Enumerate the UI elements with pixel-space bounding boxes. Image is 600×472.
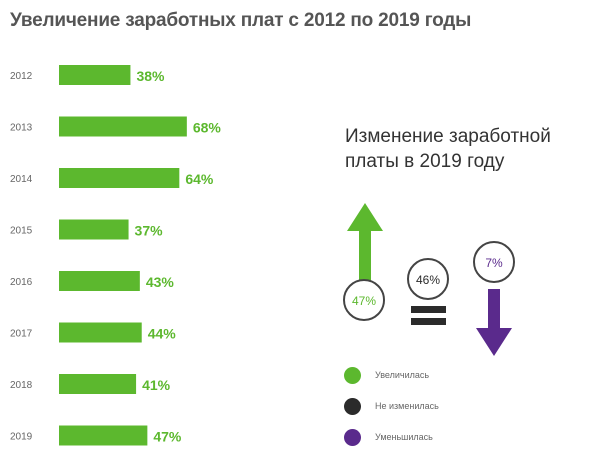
bar-2018	[59, 374, 137, 394]
bar-2019	[59, 425, 148, 446]
legend-label-unchanged: Не изменилась	[375, 401, 439, 411]
decrease-value: 7%	[485, 256, 503, 270]
value-label: 43%	[146, 274, 175, 290]
legend-label-increase: Увеличилась	[375, 370, 430, 380]
year-label: 2012	[10, 71, 33, 82]
year-label: 2015	[10, 226, 33, 237]
value-label: 64%	[185, 171, 214, 187]
legend-item-increase: Увеличилась	[344, 365, 439, 385]
increase-value: 47%	[352, 294, 376, 308]
legend-dot-unchanged	[344, 397, 361, 415]
value-label: 68%	[193, 120, 222, 136]
bar-2012	[59, 65, 131, 85]
legend: Увеличилась Не изменилась Уменьшилась	[344, 365, 439, 458]
increase-circle	[343, 279, 385, 321]
bar-2013	[59, 116, 187, 137]
value-label: 44%	[148, 326, 177, 342]
legend-label-decrease: Уменьшилась	[375, 432, 433, 442]
chart-title: Увеличение заработных плат с 2012 по 201…	[10, 10, 472, 31]
year-label: 2017	[10, 329, 33, 340]
value-label: 37%	[135, 223, 164, 239]
equals-icon	[411, 306, 446, 325]
legend-dot-increase	[344, 366, 361, 384]
bar-2014	[59, 168, 180, 188]
legend-dot-decrease	[344, 428, 361, 446]
bar-2016	[59, 271, 140, 291]
infographic-title: Изменение заработной платы в 2019 году	[345, 126, 551, 172]
value-label: 38%	[136, 68, 165, 84]
year-label: 2016	[10, 277, 33, 288]
decrease-circle	[473, 241, 515, 283]
legend-item-decrease: Уменьшилась	[344, 427, 439, 447]
bar-2017	[59, 322, 142, 343]
year-label: 2013	[10, 123, 33, 134]
bar-2015	[59, 219, 129, 240]
arrow-up-icon	[347, 203, 383, 282]
legend-item-unchanged: Не изменилась	[344, 396, 439, 416]
unchanged-value: 46%	[416, 273, 440, 287]
unchanged-circle	[407, 258, 449, 300]
arrow-down-icon	[476, 289, 512, 356]
value-label: 47%	[153, 429, 182, 445]
value-label: 41%	[142, 377, 171, 393]
year-label: 2014	[10, 174, 33, 185]
year-label: 2019	[10, 432, 33, 443]
year-label: 2018	[10, 380, 33, 391]
